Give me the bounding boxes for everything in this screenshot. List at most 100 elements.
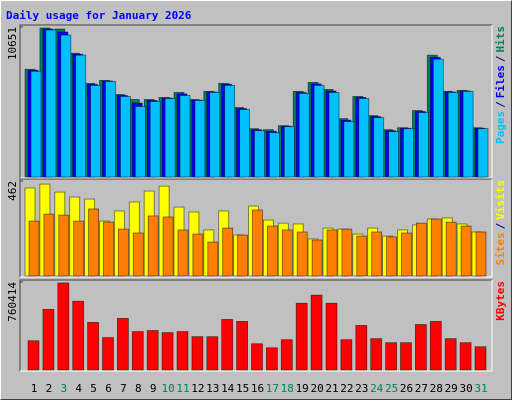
x-tick-label: 7 bbox=[120, 382, 127, 395]
bar bbox=[194, 100, 206, 178]
bar bbox=[414, 324, 427, 371]
bar bbox=[266, 225, 278, 277]
bar bbox=[30, 70, 42, 178]
bar bbox=[207, 241, 219, 277]
x-tick-label: 16 bbox=[251, 382, 264, 395]
x-tick-label: 29 bbox=[445, 382, 458, 395]
bar bbox=[131, 331, 144, 371]
bar bbox=[251, 343, 263, 371]
bar bbox=[134, 106, 146, 178]
bar bbox=[176, 331, 189, 371]
bar bbox=[43, 213, 55, 277]
x-tick-label: 10 bbox=[161, 382, 174, 395]
x-tick-label: 13 bbox=[206, 382, 219, 395]
bar bbox=[102, 337, 114, 371]
bar bbox=[388, 131, 400, 178]
bar bbox=[191, 336, 204, 371]
bar bbox=[73, 220, 85, 277]
bar bbox=[373, 117, 385, 178]
legend-entry: Pages bbox=[494, 111, 507, 144]
bar bbox=[281, 229, 293, 277]
bar bbox=[460, 225, 472, 277]
chart-title: Daily usage for January 2026 bbox=[6, 9, 192, 22]
bar bbox=[477, 128, 489, 178]
x-tick-label: 20 bbox=[310, 382, 323, 395]
bar bbox=[475, 231, 487, 277]
bar bbox=[325, 302, 338, 371]
legend-entry: Visits bbox=[494, 180, 507, 220]
x-tick-label: 8 bbox=[135, 382, 142, 395]
bar bbox=[403, 128, 414, 178]
bar bbox=[310, 294, 323, 371]
bar bbox=[445, 221, 457, 277]
bar bbox=[415, 222, 427, 277]
x-tick-label: 25 bbox=[385, 382, 398, 395]
bar bbox=[356, 235, 368, 277]
bar bbox=[429, 320, 442, 371]
bar bbox=[313, 84, 325, 178]
x-tick-label: 4 bbox=[75, 382, 82, 395]
bar bbox=[298, 93, 310, 178]
legend: Sites / Visits bbox=[494, 180, 507, 266]
bar bbox=[265, 347, 278, 371]
bar bbox=[88, 208, 99, 277]
x-tick-label: 15 bbox=[236, 382, 249, 395]
bar bbox=[326, 229, 338, 277]
bar bbox=[236, 320, 249, 371]
y-tick-label: 10651 bbox=[6, 27, 19, 60]
x-tick-label: 24 bbox=[370, 382, 384, 395]
bar bbox=[58, 214, 70, 277]
x-tick-label: 19 bbox=[296, 382, 309, 395]
x-tick-label: 9 bbox=[150, 382, 157, 395]
bar bbox=[237, 234, 249, 277]
bar bbox=[57, 282, 70, 371]
bar bbox=[343, 121, 355, 178]
legend-entry: Hits bbox=[494, 26, 507, 53]
x-tick-label: 14 bbox=[221, 382, 235, 395]
bar bbox=[459, 342, 472, 371]
bar bbox=[340, 339, 353, 371]
bar bbox=[268, 132, 280, 178]
y-tick-label: 462 bbox=[6, 181, 19, 201]
bar bbox=[371, 231, 383, 277]
bar bbox=[90, 84, 101, 178]
bar bbox=[161, 332, 174, 371]
bar bbox=[254, 130, 265, 178]
bar bbox=[103, 221, 114, 277]
bar bbox=[177, 229, 189, 277]
bar bbox=[60, 34, 72, 178]
bar bbox=[385, 342, 398, 371]
x-tick-label: 6 bbox=[105, 382, 112, 395]
bar bbox=[72, 300, 85, 371]
bar bbox=[120, 96, 131, 178]
x-tick-label: 22 bbox=[340, 382, 353, 395]
bar bbox=[75, 54, 87, 178]
bar bbox=[295, 302, 308, 371]
panel-highlight bbox=[20, 25, 493, 179]
bar bbox=[401, 232, 412, 277]
x-tick-label: 30 bbox=[459, 382, 472, 395]
bar bbox=[222, 227, 234, 277]
bar bbox=[224, 84, 236, 178]
bar bbox=[430, 218, 442, 277]
legend-entry: KBytes bbox=[494, 281, 507, 321]
x-tick-label: 2 bbox=[46, 382, 53, 395]
bar bbox=[432, 58, 444, 178]
bar bbox=[370, 338, 383, 371]
bar bbox=[179, 95, 191, 178]
x-tick-label: 5 bbox=[90, 382, 97, 395]
bar bbox=[132, 232, 144, 277]
x-tick-label: 23 bbox=[355, 382, 368, 395]
x-tick-label: 28 bbox=[430, 382, 443, 395]
bar bbox=[328, 92, 340, 178]
legend: Pages / Files / Hits bbox=[494, 26, 507, 144]
x-tick-label: 11 bbox=[176, 382, 189, 395]
bar bbox=[206, 336, 219, 371]
bar bbox=[400, 342, 412, 371]
bar bbox=[252, 209, 263, 277]
bar bbox=[358, 98, 370, 178]
x-tick-label: 27 bbox=[415, 382, 428, 395]
bar bbox=[283, 126, 295, 178]
bar bbox=[209, 92, 221, 178]
bar bbox=[444, 338, 457, 371]
